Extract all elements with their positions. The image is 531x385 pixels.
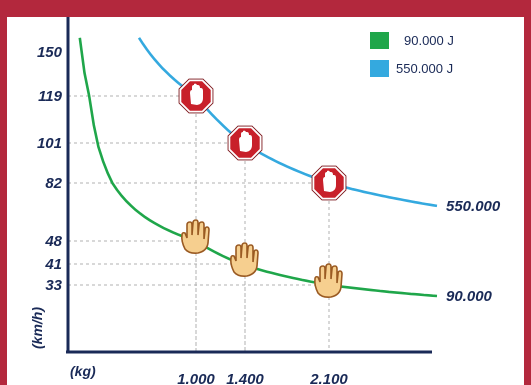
labels: 150 119 101 82 48 41 33 1.000 1.400 2.100 90.000 55…: [37, 44, 501, 385]
stop-sign-icon: [311, 165, 347, 201]
stop-sign-hand: [190, 83, 203, 105]
stop-sign-border: [178, 78, 214, 114]
hand-icon: [314, 263, 343, 298]
y-tick-label: 48: [44, 233, 62, 250]
series-end-label: 550.000: [446, 198, 501, 215]
stop-sign-icon: [227, 125, 263, 161]
x-axis-label: (kg): [70, 363, 96, 379]
hand-icon: [181, 219, 210, 254]
legend-swatch: [370, 60, 389, 77]
hand-shape: [181, 219, 210, 254]
hand-shape: [314, 263, 343, 298]
x-tick-label: 2.100: [309, 371, 348, 385]
stop-sign-icon: [178, 78, 214, 114]
y-tick-label: 150: [37, 44, 63, 61]
y-tick-label: 33: [45, 277, 62, 294]
stop-sign-border: [227, 125, 263, 161]
legend: 90.000 J 550.000 J: [370, 32, 454, 77]
y-tick-label: 119: [38, 88, 63, 105]
chart-panel: [7, 17, 524, 385]
stop-sign-hand: [239, 130, 252, 152]
y-axis-label: (km/h): [29, 307, 45, 349]
stop-sign-hand: [323, 170, 336, 192]
y-tick-label: 41: [44, 256, 62, 273]
hand-shape: [230, 242, 259, 277]
y-tick-label: 101: [37, 135, 62, 152]
legend-swatch: [370, 32, 389, 49]
markers: [178, 78, 347, 298]
stop-sign-border: [311, 165, 347, 201]
series-end-label: 90.000: [446, 288, 493, 305]
x-tick-label: 1.000: [177, 371, 215, 385]
series-line-1: [137, 37, 438, 208]
legend-label: 90.000 J: [404, 33, 454, 48]
x-tick-label: 1.400: [226, 371, 264, 385]
axes: [66, 17, 432, 354]
legend-label: 550.000 J: [396, 61, 453, 76]
series-line-0: [78, 37, 438, 298]
y-tick-label: 82: [45, 175, 62, 192]
hand-icon: [230, 242, 259, 277]
